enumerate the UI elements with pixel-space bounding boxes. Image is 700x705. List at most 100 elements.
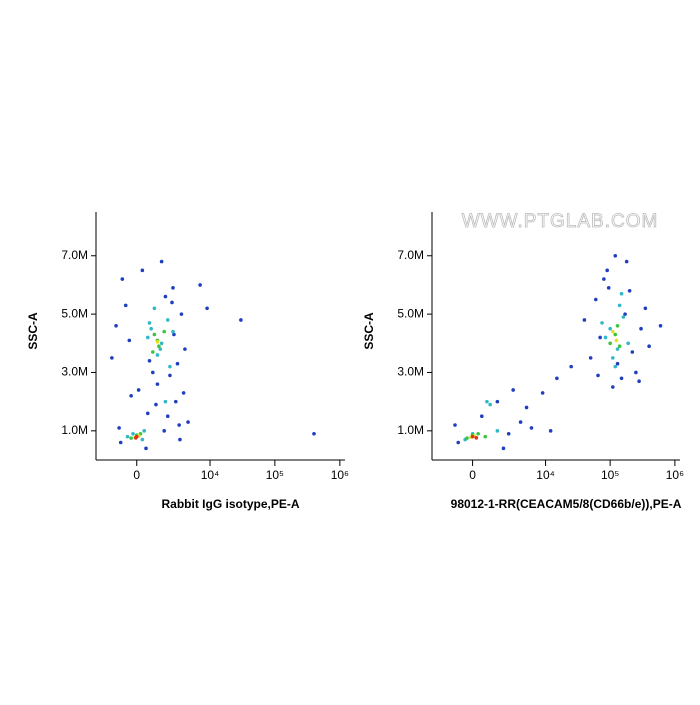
event-dot — [470, 434, 475, 439]
event-dot — [178, 437, 182, 442]
event-dot — [548, 429, 553, 433]
event-dot — [152, 306, 157, 311]
y-tick-label: 7.0M — [397, 248, 424, 262]
event-dot — [171, 286, 175, 290]
event-dot — [474, 436, 479, 440]
event-dot — [181, 391, 186, 395]
event-dot — [177, 423, 181, 427]
event-dot — [593, 297, 598, 302]
event-dot — [605, 268, 609, 273]
event-dot — [173, 399, 178, 404]
event-dot — [465, 436, 469, 440]
event-dot — [170, 300, 174, 305]
y-tick-label: 3.0M — [61, 365, 88, 379]
event-dot — [172, 332, 176, 337]
event-dot — [144, 446, 148, 451]
event-dot — [614, 338, 619, 343]
y-tick-label: 3.0M — [397, 365, 424, 379]
event-dot — [529, 426, 534, 430]
event-dot — [511, 388, 515, 392]
event-dot — [168, 364, 172, 369]
event-dot — [479, 414, 484, 419]
y-tick-label: 5.0M — [397, 306, 424, 320]
y-axis-label: SSC-A — [362, 312, 376, 350]
event-dot — [483, 434, 488, 439]
event-dot — [615, 347, 620, 351]
event-dot — [131, 431, 135, 436]
event-dot — [154, 402, 158, 407]
event-dot — [582, 318, 587, 322]
event-dot — [155, 353, 160, 357]
event-dot — [155, 382, 160, 386]
event-dot — [643, 306, 648, 311]
event-dot — [518, 420, 523, 424]
event-dot — [165, 318, 170, 322]
event-dot — [540, 391, 545, 395]
y-axis-label: SSC-A — [26, 312, 40, 350]
event-dot — [453, 423, 457, 427]
event-dot — [118, 440, 123, 445]
event-dot — [621, 315, 626, 319]
event-dot — [147, 321, 152, 325]
event-dot — [162, 329, 167, 334]
event-dot — [239, 318, 243, 322]
event-dot — [623, 312, 627, 316]
event-dot — [159, 341, 164, 346]
watermark: WWW.PTGLAB.COM — [462, 211, 659, 232]
event-dot — [627, 288, 632, 293]
event-dot — [159, 259, 164, 264]
event-dot — [183, 347, 187, 351]
event-dot — [569, 364, 573, 369]
event-dot — [615, 323, 620, 328]
x-tick-label: 0 — [469, 468, 476, 482]
event-dot — [476, 431, 480, 436]
event-dot — [647, 344, 651, 349]
event-dot — [608, 326, 612, 331]
event-dot — [485, 399, 489, 404]
event-dot — [179, 312, 184, 316]
event-dot — [488, 402, 492, 407]
event-dot — [171, 329, 175, 334]
event-dot — [608, 341, 612, 346]
event-dot — [639, 326, 643, 331]
x-tick-label: 10⁶ — [331, 468, 349, 482]
event-dot — [634, 370, 638, 375]
event-dot — [630, 350, 635, 354]
event-dot — [152, 332, 157, 337]
x-axis-label: Rabbit IgG isotype,PE-A — [161, 497, 299, 511]
x-tick-label: 10⁶ — [666, 468, 684, 482]
event-dot — [149, 326, 153, 331]
event-dot — [120, 277, 125, 281]
event-dot — [613, 332, 618, 337]
event-dot — [163, 399, 168, 404]
event-dot — [151, 370, 155, 375]
event-dot — [600, 321, 604, 325]
event-dot — [168, 373, 172, 378]
event-dot — [129, 436, 133, 440]
event-dot — [555, 376, 559, 381]
event-dot — [140, 437, 145, 442]
x-tick-label: 10⁵ — [601, 468, 619, 482]
y-tick-label: 7.0M — [61, 248, 88, 262]
event-dot — [613, 364, 618, 369]
y-tick-label: 1.0M — [397, 423, 424, 437]
event-dot — [110, 356, 114, 360]
event-dot — [134, 436, 138, 440]
event-dot — [129, 394, 133, 398]
event-dot — [637, 379, 641, 384]
event-dot — [158, 347, 163, 351]
event-dot — [117, 426, 121, 430]
event-dot — [205, 306, 209, 311]
event-dot — [125, 434, 130, 439]
event-dot — [147, 359, 152, 363]
event-dot — [142, 429, 146, 433]
event-dot — [596, 373, 600, 378]
event-dot — [456, 440, 461, 445]
event-dot — [157, 344, 161, 349]
event-dot — [140, 268, 145, 273]
x-tick-label: 0 — [133, 468, 140, 482]
event-dot — [186, 420, 190, 424]
event-dot — [175, 361, 180, 366]
event-dot — [624, 259, 629, 264]
